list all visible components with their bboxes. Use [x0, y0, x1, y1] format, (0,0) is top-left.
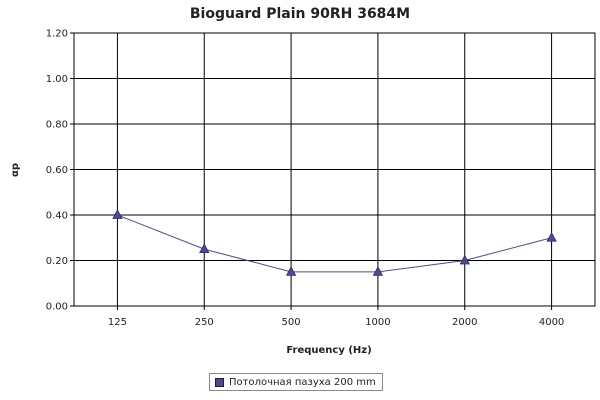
- plot-area: 0.00 0.20 0.40 0.60 0.80 1.00 1.20 125 250 500 100…: [46, 29, 596, 328]
- y-tick-label: 0.20: [46, 256, 68, 267]
- data-point-marker: [459, 254, 470, 265]
- data-point-marker: [285, 266, 297, 276]
- chart-title: Bioguard Plain 90RH 3684M: [190, 6, 410, 22]
- x-tick-label: 250: [195, 317, 214, 328]
- y-tick-label: 1.00: [46, 74, 68, 85]
- data-point-marker: [372, 266, 384, 276]
- y-tick-label: 0.80: [46, 120, 68, 131]
- y-axis-label: αp: [10, 163, 21, 177]
- legend-swatch: [215, 377, 224, 387]
- data-point-marker: [199, 243, 210, 254]
- y-tick-label: 0.00: [46, 302, 68, 313]
- x-tick-label: 125: [108, 317, 127, 328]
- x-tick-label: 500: [282, 317, 301, 328]
- series-line: [117, 214, 552, 273]
- data-point-marker: [546, 231, 557, 242]
- x-tick-label: 2000: [452, 317, 477, 328]
- y-tick-label: 1.20: [46, 29, 68, 40]
- x-axis-label: Frequency (Hz): [286, 345, 371, 356]
- data-point-marker: [112, 209, 123, 219]
- legend: Потолочная пазуха 200 mm: [209, 373, 383, 391]
- legend-label: Потолочная пазуха 200 mm: [229, 376, 376, 388]
- x-tick-label: 1000: [365, 317, 390, 328]
- x-tick-label: 4000: [539, 317, 564, 328]
- y-tick-label: 0.40: [46, 211, 68, 222]
- y-tick-label: 0.60: [46, 165, 68, 176]
